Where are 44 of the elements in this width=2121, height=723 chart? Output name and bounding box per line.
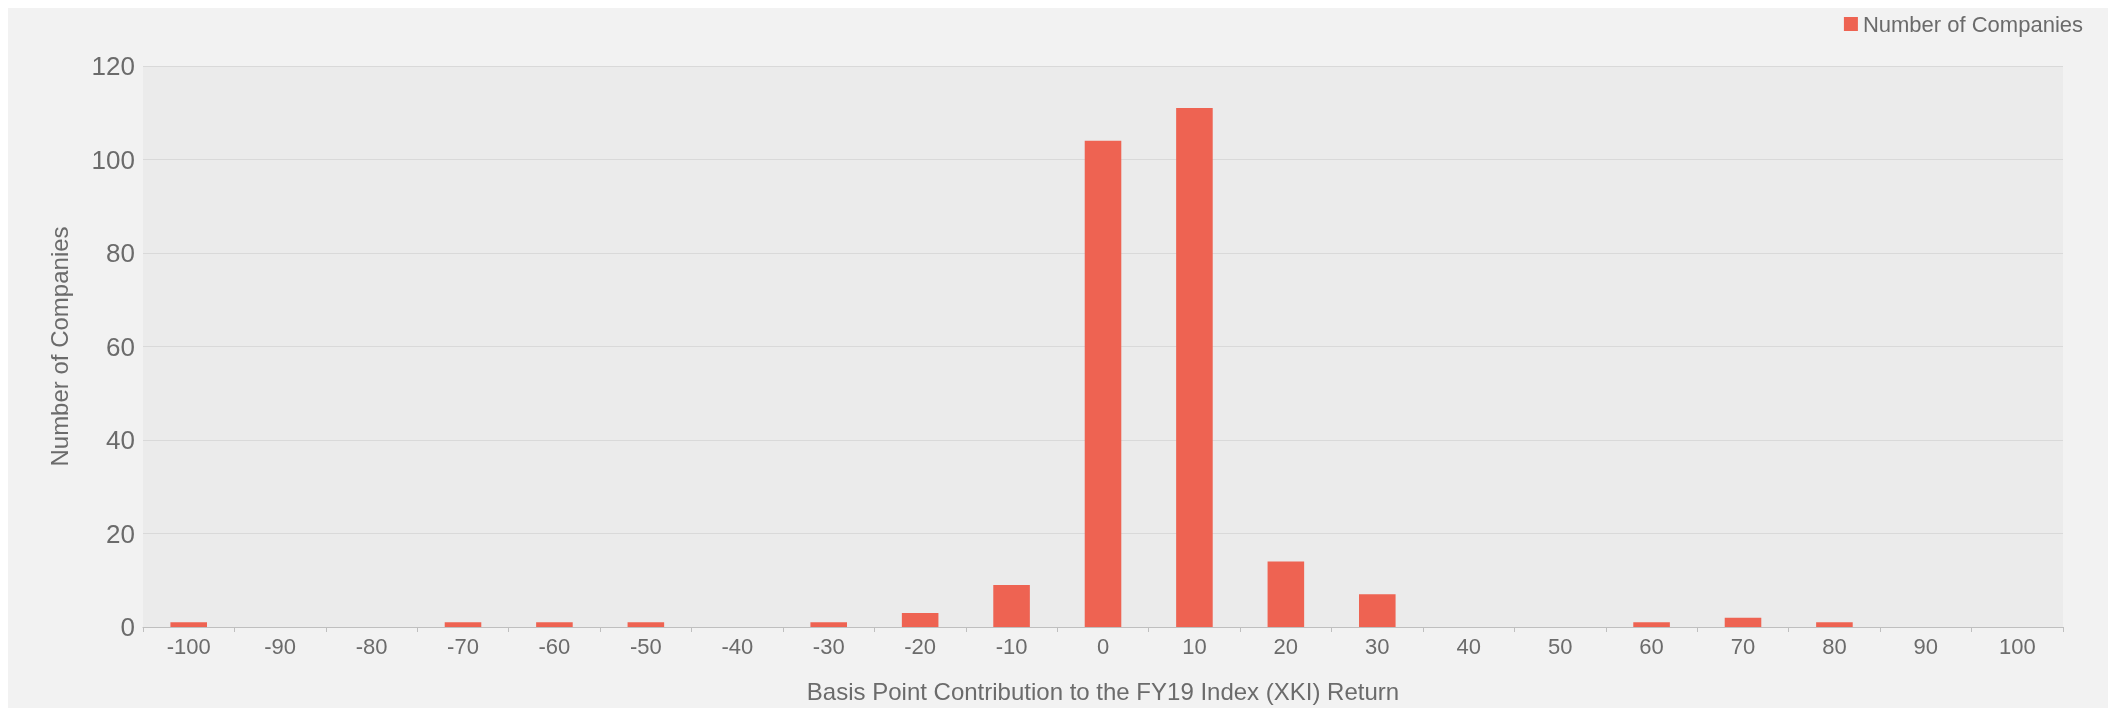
bar bbox=[1084, 140, 1122, 627]
x-tick-label: -20 bbox=[904, 633, 937, 659]
bar bbox=[1633, 622, 1670, 627]
x-tick-label: -80 bbox=[355, 633, 388, 659]
bar bbox=[901, 612, 939, 627]
x-tick-label: 80 bbox=[1822, 633, 1847, 659]
y-tick-label: 40 bbox=[106, 425, 135, 455]
y-tick-label: 100 bbox=[91, 144, 135, 175]
bar bbox=[1816, 622, 1853, 627]
bar bbox=[1176, 108, 1213, 627]
x-tick-label: 60 bbox=[1639, 633, 1664, 659]
x-tick-label: -100 bbox=[166, 633, 211, 659]
y-tick-label: 60 bbox=[106, 331, 135, 362]
x-tick-label: 100 bbox=[1998, 633, 2036, 659]
x-tick-label: 90 bbox=[1913, 633, 1939, 659]
bar bbox=[1359, 594, 1396, 627]
x-tick-label: 70 bbox=[1730, 633, 1756, 659]
bar bbox=[627, 622, 665, 627]
y-axis-title: Number of Companies bbox=[45, 226, 73, 467]
bar bbox=[810, 622, 847, 627]
x-tick-label: 0 bbox=[1096, 633, 1110, 659]
bar bbox=[170, 622, 207, 627]
x-tick-label: -60 bbox=[538, 633, 571, 659]
x-tick-label: -90 bbox=[264, 633, 297, 659]
bar bbox=[536, 622, 573, 627]
x-tick-label: 40 bbox=[1456, 633, 1481, 659]
bar bbox=[444, 622, 482, 627]
x-tick-label: -10 bbox=[995, 633, 1028, 659]
x-tick-label: 30 bbox=[1365, 633, 1390, 659]
bar bbox=[1267, 561, 1305, 627]
x-tick-label: 10 bbox=[1182, 633, 1207, 659]
x-tick-label: -50 bbox=[629, 633, 662, 659]
y-tick-label: 20 bbox=[106, 518, 135, 549]
y-tick-label: 120 bbox=[91, 51, 135, 81]
y-tick-label: 80 bbox=[106, 238, 135, 268]
bar bbox=[993, 584, 1030, 627]
x-tick-label: 20 bbox=[1273, 633, 1299, 659]
x-axis-title: Basis Point Contribution to the FY19 Index (XKI) Return bbox=[806, 677, 1400, 705]
bar bbox=[1724, 617, 1762, 627]
x-tick-label: 50 bbox=[1547, 633, 1573, 659]
legend-label: Number of Companies bbox=[1862, 11, 2084, 37]
x-tick-label: -70 bbox=[447, 633, 479, 659]
x-tick-label: -40 bbox=[721, 633, 754, 659]
x-tick-label: -30 bbox=[812, 633, 845, 659]
